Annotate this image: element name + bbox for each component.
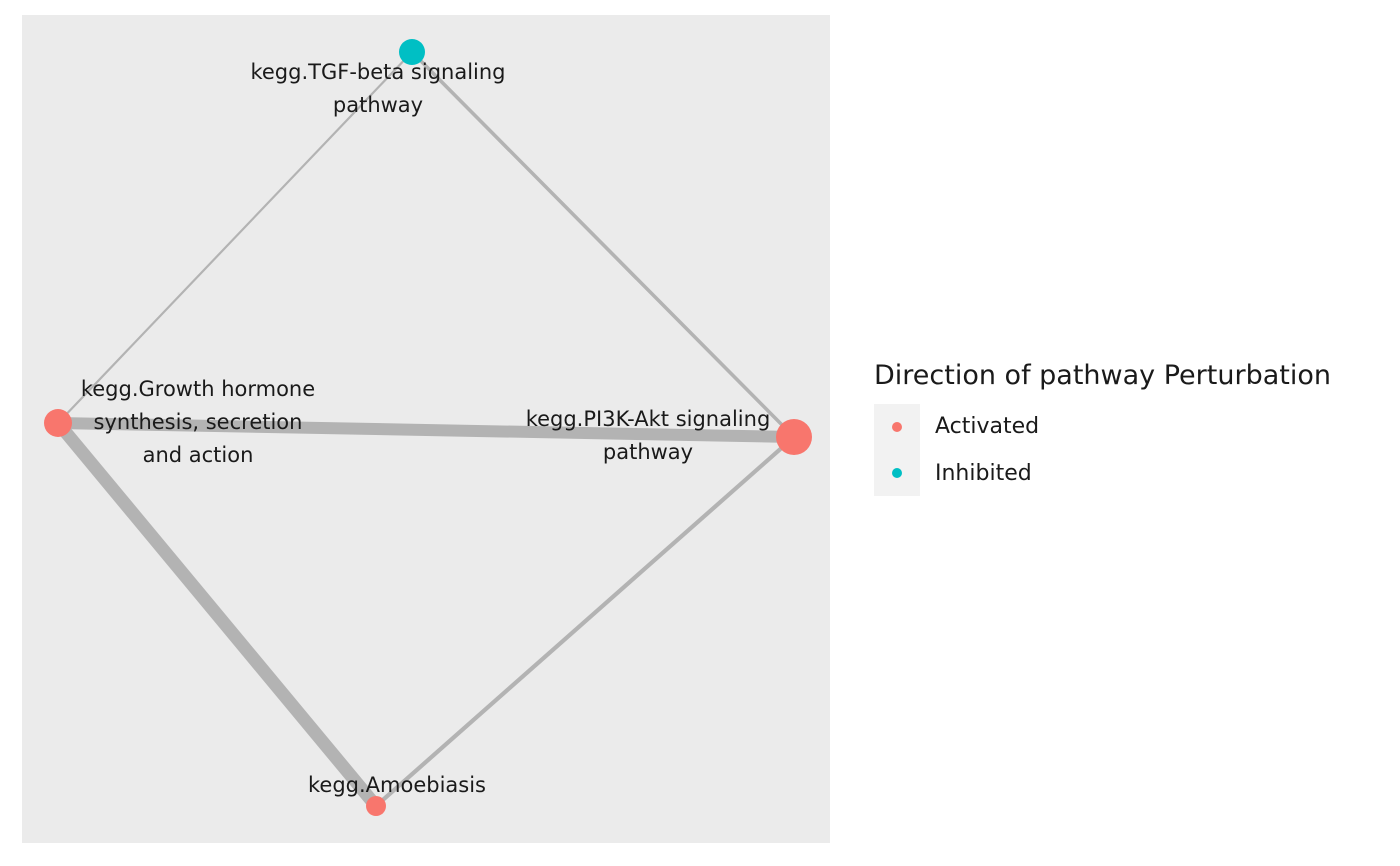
legend-key-activated [892,422,902,432]
node-label-line: kegg.PI3K-Akt signaling [526,407,771,431]
edge-gh-pi3k [57,417,795,443]
node-amoeb [366,796,386,816]
node-label-pi3k: kegg.PI3K-Akt signaling pathway [526,407,771,464]
labels-layer: kegg.TGF-beta signaling pathway kegg.Growt… [81,60,770,797]
edges-layer [52,50,796,811]
node-label-line: synthesis, secretion [94,410,303,434]
edge-tgf-pi3k [410,50,796,439]
legend-key-inhibited [892,468,902,478]
node-label-line: pathway [603,440,693,464]
legend-label-inhibited: Inhibited [935,461,1032,486]
legend-title: Direction of pathway Perturbation [874,360,1331,391]
node-label-gh: kegg.Growth hormone synthesis, secretion a… [81,377,315,467]
nodes-layer [44,39,812,816]
node-label-tgf: kegg.TGF-beta signaling pathway [250,60,505,117]
node-label-line: kegg.Growth hormone [81,377,315,401]
node-gh [44,409,72,437]
node-pi3k [776,419,812,455]
legend-label-activated: Activated [935,414,1040,439]
node-label-line: pathway [333,93,423,117]
edge-gh-tgf [57,51,413,424]
legend-key-background [874,404,920,496]
node-tgf [399,39,425,65]
node-label-line: and action [143,443,254,467]
node-label-amoeb: kegg.Amoebiasis [308,773,486,797]
edge-gh-amoeb [52,418,382,811]
edge-amoeb-pi3k [374,435,796,808]
node-label-line: kegg.Amoebiasis [308,773,486,797]
node-label-line: kegg.TGF-beta signaling [250,60,505,84]
